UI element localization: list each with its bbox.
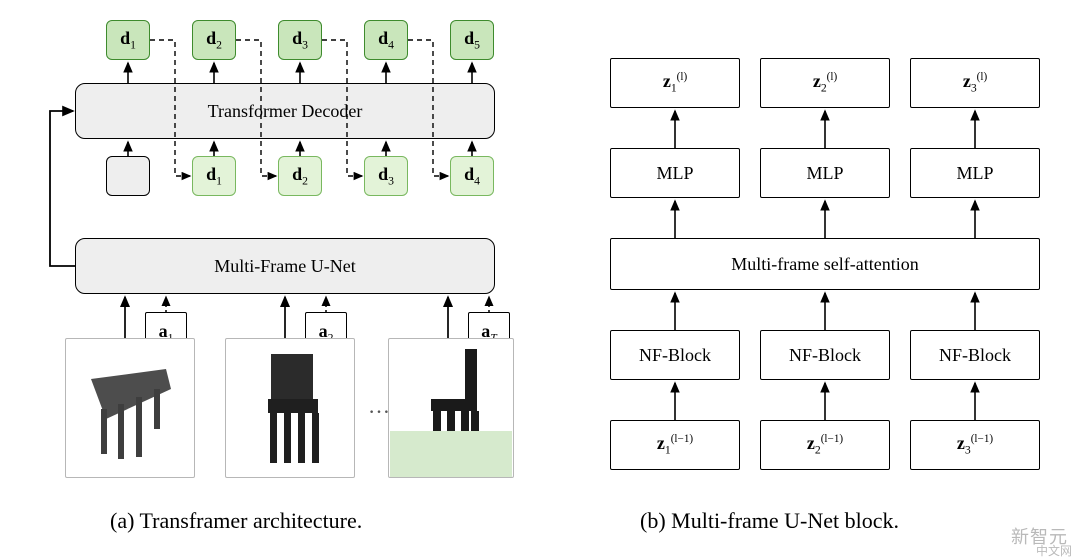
- mlp-3: MLP: [910, 148, 1040, 198]
- mlp-1: MLP: [610, 148, 740, 198]
- d-in-blank: [106, 156, 150, 196]
- d-out-2: d2: [192, 20, 236, 60]
- d-in-3: d3: [364, 156, 408, 196]
- multi-frame-unet: Multi-Frame U-Net: [75, 238, 495, 294]
- chair-icon-2: [226, 339, 356, 479]
- z-in-3: z3(l−1): [910, 420, 1040, 470]
- z-in-2: z2(l−1): [760, 420, 890, 470]
- d-out-4: d4: [364, 20, 408, 60]
- z-out-1: z1(l): [610, 58, 740, 108]
- d-out-3: d3: [278, 20, 322, 60]
- d-in-1: d1: [192, 156, 236, 196]
- multi-frame-self-attention: Multi-frame self-attention: [610, 238, 1040, 290]
- frame-2: [225, 338, 355, 478]
- chair-icon-1: [66, 339, 196, 479]
- z-out-3: z3(l): [910, 58, 1040, 108]
- panel-b: z1(l) z2(l) z3(l) MLP MLP MLP Multi-fram…: [560, 40, 1060, 540]
- d-out-1: d1: [106, 20, 150, 60]
- chair-icon-3: [389, 339, 515, 479]
- nf-block-3: NF-Block: [910, 330, 1040, 380]
- panel-a: Transformer Decoder Multi-Frame U-Net d1…: [30, 8, 530, 538]
- decoder-label: Transformer Decoder: [208, 101, 363, 122]
- transformer-decoder: Transformer Decoder: [75, 83, 495, 139]
- nf-block-1: NF-Block: [610, 330, 740, 380]
- d-in-4: d4: [450, 156, 494, 196]
- frame-3: [388, 338, 514, 478]
- caption-b: (b) Multi-frame U-Net block.: [640, 508, 899, 534]
- d-in-2: d2: [278, 156, 322, 196]
- mlp-2: MLP: [760, 148, 890, 198]
- watermark-sub: 中文网: [1036, 542, 1072, 559]
- svg-text:…: …: [368, 393, 390, 418]
- z-out-2: z2(l): [760, 58, 890, 108]
- unet-label: Multi-Frame U-Net: [214, 256, 355, 277]
- frame-1: [65, 338, 195, 478]
- caption-a: (a) Transframer architecture.: [110, 508, 362, 534]
- d-out-5: d5: [450, 20, 494, 60]
- z-in-1: z1(l−1): [610, 420, 740, 470]
- nf-block-2: NF-Block: [760, 330, 890, 380]
